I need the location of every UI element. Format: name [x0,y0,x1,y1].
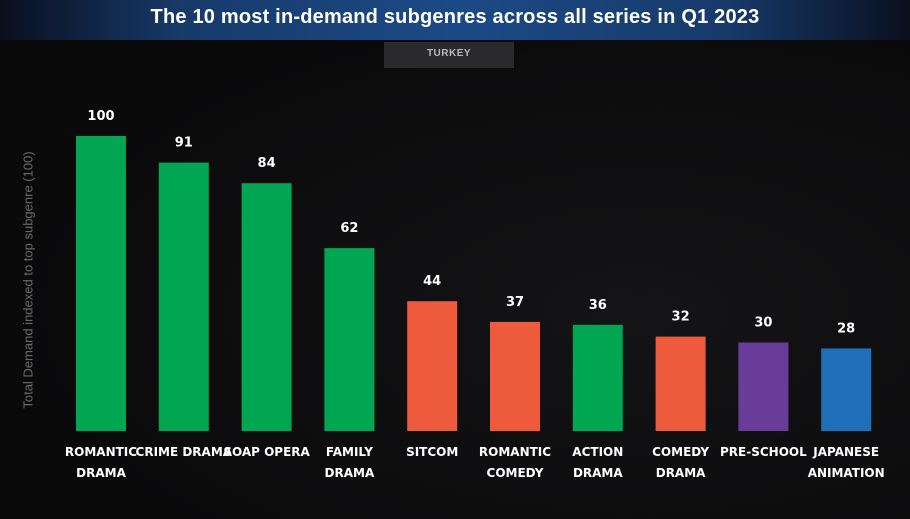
bar-6 [572,324,623,431]
bar-value-label-2: 84 [258,156,276,171]
bar-0 [76,136,126,431]
country-filter-badge[interactable]: TURKEY [384,42,514,68]
category-label-4: SITCOM [406,445,458,459]
category-label-7-line-1: DRAMA [656,466,706,480]
bar-4 [407,301,458,431]
bar-2 [241,183,292,431]
bar-value-label-7: 32 [672,310,690,325]
category-label-9-line-1: ANIMATION [808,466,885,480]
bar-3 [324,248,375,431]
category-label-5-line-0: ROMANTIC [479,445,551,459]
bar-value-label-5: 37 [506,295,524,310]
bar-value-label-4: 44 [423,274,441,289]
bar-9 [821,348,872,431]
category-label-3-line-1: DRAMA [325,466,375,480]
category-label-8: PRE-SCHOOL [720,445,807,459]
category-label-1: CRIME DRAMA [136,445,233,459]
title-bar [0,0,910,40]
bar-value-label-1: 91 [175,136,193,151]
category-label-6-line-1: DRAMA [573,466,623,480]
category-label-0-line-0: ROMANTIC [65,445,137,459]
chart-title: The 10 most in-demand subgenres across a… [150,6,760,28]
category-label-6-line-0: ACTION [572,445,623,459]
category-label-0-line-1: DRAMA [76,466,126,480]
category-label-5-line-1: COMEDY [487,466,544,480]
bar-value-label-3: 62 [340,221,358,236]
bar-5 [490,321,540,432]
bar-8 [738,342,789,431]
bar-value-label-9: 28 [837,321,855,336]
bar-value-label-6: 36 [589,298,607,313]
category-label-7-line-0: COMEDY [652,445,709,459]
category-label-9-line-0: JAPANESE [812,445,879,459]
bar-value-label-8: 30 [754,316,772,331]
category-label-3-line-0: FAMILY [326,445,373,459]
bar-value-label-0: 100 [87,109,114,124]
bar-1 [158,162,209,431]
category-label-2: SOAP OPERA [223,445,310,459]
bar-7 [655,336,706,431]
